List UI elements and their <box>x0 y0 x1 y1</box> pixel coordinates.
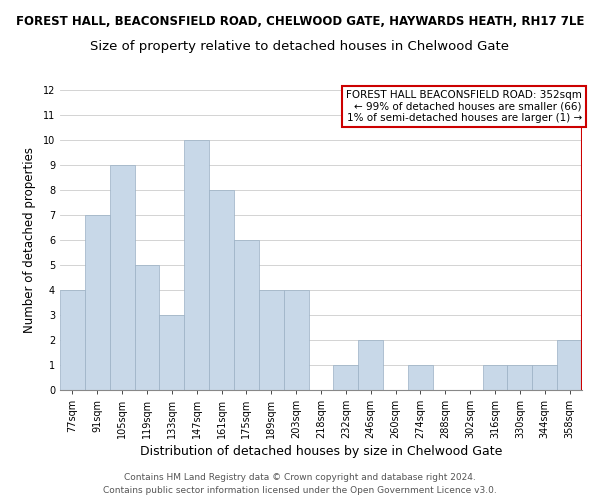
Bar <box>508 365 532 390</box>
Bar <box>259 290 284 390</box>
Bar <box>209 190 234 390</box>
X-axis label: Distribution of detached houses by size in Chelwood Gate: Distribution of detached houses by size … <box>140 446 502 458</box>
Bar <box>160 315 184 390</box>
Bar <box>85 215 110 390</box>
Bar <box>334 365 358 390</box>
Bar <box>110 165 134 390</box>
Bar <box>234 240 259 390</box>
Text: Contains HM Land Registry data © Crown copyright and database right 2024.
Contai: Contains HM Land Registry data © Crown c… <box>103 474 497 495</box>
Text: FOREST HALL BEACONSFIELD ROAD: 352sqm
← 99% of detached houses are smaller (66)
: FOREST HALL BEACONSFIELD ROAD: 352sqm ← … <box>346 90 582 123</box>
Text: Size of property relative to detached houses in Chelwood Gate: Size of property relative to detached ho… <box>91 40 509 53</box>
Bar <box>184 140 209 390</box>
Bar <box>408 365 433 390</box>
Bar <box>60 290 85 390</box>
Bar <box>284 290 308 390</box>
Bar <box>532 365 557 390</box>
Bar <box>557 340 582 390</box>
Y-axis label: Number of detached properties: Number of detached properties <box>23 147 36 333</box>
Bar <box>134 265 160 390</box>
Bar <box>482 365 508 390</box>
Text: FOREST HALL, BEACONSFIELD ROAD, CHELWOOD GATE, HAYWARDS HEATH, RH17 7LE: FOREST HALL, BEACONSFIELD ROAD, CHELWOOD… <box>16 15 584 28</box>
Bar <box>358 340 383 390</box>
